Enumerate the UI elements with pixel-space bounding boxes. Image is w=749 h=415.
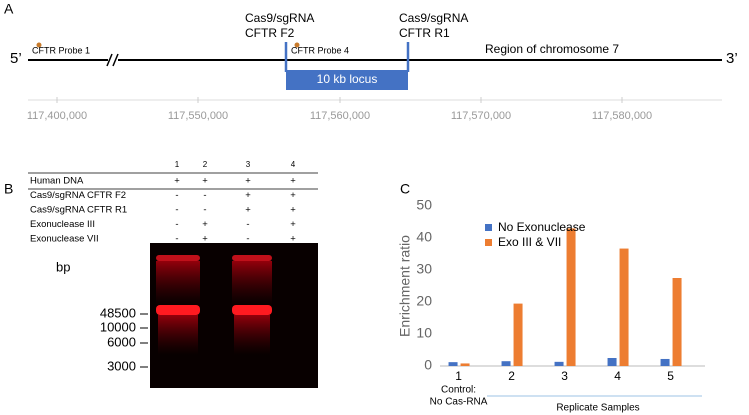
x-tick-label: 1 bbox=[455, 369, 462, 383]
legend-label: Exo III & VII bbox=[498, 235, 561, 249]
lane-number: 2 bbox=[203, 160, 208, 169]
lane-mark: + bbox=[245, 205, 251, 216]
cut-label: CFTR R1 bbox=[399, 26, 450, 40]
lane-mark: - bbox=[203, 205, 206, 216]
break-mark bbox=[106, 53, 113, 67]
x-tick-label: 3 bbox=[561, 369, 568, 383]
probe-label: CFTR Probe 1 bbox=[32, 45, 90, 55]
coordinate-label: 117,550,000 bbox=[168, 110, 228, 122]
gel-smear bbox=[234, 315, 270, 355]
lane-mark: + bbox=[202, 176, 208, 187]
lane-mark: + bbox=[245, 176, 251, 187]
row-label: Cas9/sgRNA CFTR F2 bbox=[30, 190, 126, 201]
annotation: No Cas-RNA bbox=[430, 397, 488, 408]
y-tick-label: 10 bbox=[416, 325, 432, 341]
lane-number: 4 bbox=[291, 160, 296, 169]
bar bbox=[619, 248, 629, 366]
y-tick-label: 40 bbox=[416, 229, 432, 245]
legend-swatch bbox=[485, 224, 492, 231]
lane-mark: - bbox=[175, 219, 178, 230]
lane-mark: + bbox=[202, 234, 208, 245]
y-tick-label: 30 bbox=[416, 261, 432, 277]
coordinate-label: 117,400,000 bbox=[27, 110, 87, 122]
bar bbox=[672, 278, 682, 366]
bar bbox=[448, 362, 458, 366]
cut-label: Cas9/sgRNA bbox=[245, 11, 314, 25]
probe-dot bbox=[294, 42, 300, 48]
y-tick-label: 20 bbox=[416, 293, 432, 309]
lane-mark: - bbox=[246, 219, 249, 230]
legend-label: No Exonuclease bbox=[498, 220, 586, 234]
lane-mark: + bbox=[290, 234, 296, 245]
lane-number: 1 bbox=[175, 160, 180, 169]
size-unit: bp bbox=[56, 259, 70, 274]
bar bbox=[607, 358, 617, 366]
x-tick-label: 5 bbox=[667, 369, 674, 383]
lane-number: 3 bbox=[246, 160, 251, 169]
locus-label: 10 kb locus bbox=[317, 72, 378, 86]
x-tick-label: 2 bbox=[508, 369, 515, 383]
legend-swatch bbox=[485, 239, 492, 246]
gel-smear bbox=[232, 261, 272, 306]
bar bbox=[554, 361, 564, 366]
annotation: Control: bbox=[441, 385, 476, 396]
x-tick-label: 4 bbox=[614, 369, 621, 383]
y-axis-title: Enrichment ratio bbox=[397, 235, 413, 337]
lane-mark: + bbox=[290, 219, 296, 230]
bar bbox=[566, 228, 576, 366]
y-tick-label: 0 bbox=[424, 357, 432, 373]
break-mark bbox=[112, 53, 119, 67]
panel-label: B bbox=[4, 181, 13, 197]
five-prime: 5’ bbox=[10, 50, 22, 67]
row-label: Human DNA bbox=[30, 176, 84, 187]
lane-mark: + bbox=[290, 205, 296, 216]
size-label: 6000 bbox=[107, 334, 136, 349]
lane-mark: - bbox=[203, 190, 206, 201]
lane-mark: + bbox=[174, 176, 180, 187]
lane-mark: - bbox=[175, 190, 178, 201]
lane-mark: + bbox=[202, 219, 208, 230]
locus-box bbox=[286, 70, 408, 90]
y-tick-label: 50 bbox=[416, 197, 432, 213]
probe-dot bbox=[36, 42, 42, 48]
row-label: Cas9/sgRNA CFTR R1 bbox=[30, 205, 127, 216]
size-label: 48500 bbox=[100, 305, 136, 320]
lane-mark: - bbox=[175, 234, 178, 245]
size-label: 10000 bbox=[100, 319, 136, 334]
lane-mark: + bbox=[245, 190, 251, 201]
size-label: 3000 bbox=[107, 358, 136, 373]
gel-smear bbox=[158, 315, 198, 355]
panel-label: C bbox=[400, 181, 410, 197]
gel-band bbox=[232, 305, 272, 315]
three-prime: 3’ bbox=[726, 50, 738, 67]
bar bbox=[660, 358, 670, 366]
coordinate-label: 117,570,000 bbox=[451, 110, 511, 122]
region-label: Region of chromosome 7 bbox=[485, 42, 619, 56]
cut-label: Cas9/sgRNA bbox=[399, 11, 468, 25]
coordinate-label: 117,580,000 bbox=[592, 110, 652, 122]
panel-label: A bbox=[4, 1, 14, 17]
lane-mark: - bbox=[246, 234, 249, 245]
lane-mark: + bbox=[290, 190, 296, 201]
gel-band bbox=[156, 305, 200, 315]
coordinate-label: 117,560,000 bbox=[310, 110, 370, 122]
gel-smear bbox=[156, 261, 200, 306]
row-label: Exonuclease III bbox=[30, 219, 95, 230]
annotation: Replicate Samples bbox=[556, 403, 639, 414]
cut-label: CFTR F2 bbox=[245, 26, 295, 40]
gel-band bbox=[156, 255, 200, 261]
gel-band bbox=[232, 255, 272, 261]
bar bbox=[460, 363, 470, 366]
row-label: Exonuclease VII bbox=[30, 234, 99, 245]
bar bbox=[513, 303, 523, 366]
lane-mark: + bbox=[290, 176, 296, 187]
bar bbox=[501, 361, 511, 366]
lane-mark: - bbox=[175, 205, 178, 216]
probe-label: CFTR Probe 4 bbox=[291, 45, 349, 55]
